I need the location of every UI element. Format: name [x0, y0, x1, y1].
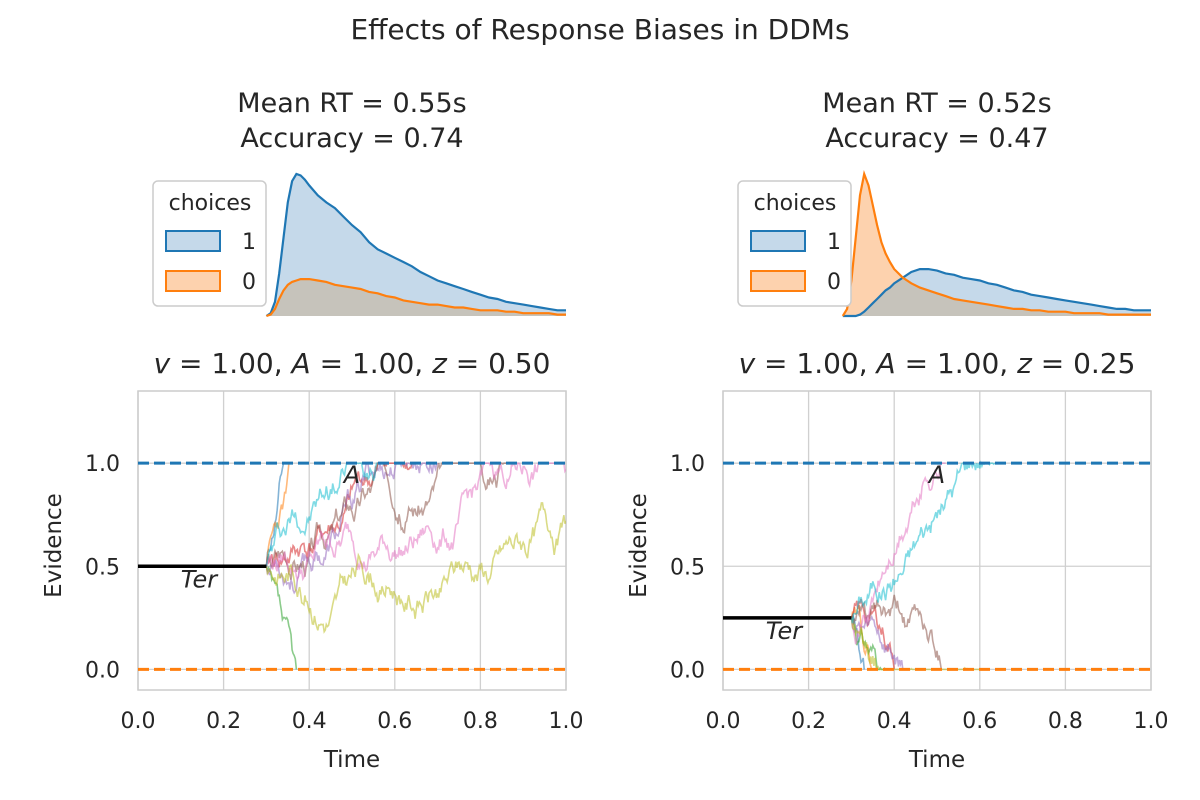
left-stats-accuracy: Accuracy = 0.74: [240, 123, 463, 154]
title-variable: v: [154, 347, 171, 380]
evidence-path: [265, 462, 507, 580]
y-tick-label: 0.0: [670, 658, 705, 683]
figure-title: Effects of Response Biases in DDMs: [350, 13, 849, 46]
legend-swatch-1: [750, 230, 806, 252]
title-text: = 1.00,: [311, 347, 432, 380]
title-variable: A: [875, 347, 896, 380]
y-tick-label: 0.5: [85, 555, 120, 580]
y-tick-label: 1.0: [85, 452, 120, 477]
x-tick-label: 1.0: [1134, 709, 1169, 734]
density-plot-right: [841, 170, 1151, 318]
x-tick-label: 0.4: [292, 709, 327, 734]
evidence-path: [265, 461, 566, 582]
x-tick-label: 0.8: [463, 709, 498, 734]
x-tick-label: 0.2: [791, 709, 826, 734]
axes-frame: [722, 390, 1152, 691]
legend-swatch-1: [165, 230, 221, 252]
evidence-path: [850, 617, 980, 672]
legend-label-1: 1: [827, 230, 841, 255]
evidence-path: [265, 502, 566, 634]
title-variable: z: [431, 347, 448, 380]
ddm-plot-left: v = 1.00, A = 1.00, z = 0.50 0.0 0.2 0.4 0.6…: [41, 347, 584, 773]
legend-title: choices: [754, 191, 837, 216]
y-tick-label: 0.0: [85, 658, 120, 683]
legend-title: choices: [169, 191, 252, 216]
legend-swatch-0: [165, 270, 221, 292]
panel-title: v = 1.00, A = 1.00, z = 0.50: [154, 347, 551, 380]
title-variable: v: [739, 347, 756, 380]
x-axis-label: Time: [323, 747, 380, 773]
title-variable: A: [290, 347, 311, 380]
axes-frame: [137, 390, 567, 691]
title-text: = 0.25: [1032, 347, 1136, 380]
x-tick-label: 0.6: [377, 709, 412, 734]
x-axis-label: Time: [908, 747, 965, 773]
ter-annotation: Ter: [766, 617, 804, 645]
bound-annotation: A: [342, 461, 360, 489]
legend-label-1: 1: [242, 230, 256, 255]
right-stats-accuracy: Accuracy = 0.47: [825, 123, 1048, 154]
left-stats-meanrt: Mean RT = 0.55s: [237, 88, 466, 119]
x-tick-label: 0.0: [706, 709, 741, 734]
legend-left: choices 1 0: [152, 180, 267, 307]
density-area-choice-1: [266, 174, 566, 316]
legend-right: choices 1 0: [737, 180, 852, 307]
ddm-plot-right: v = 1.00, A = 1.00, z = 0.25 0.0 0.2 0.4 0.6…: [626, 347, 1169, 773]
ter-annotation: Ter: [181, 565, 219, 593]
y-axis-label: Evidence: [626, 493, 652, 598]
legend-label-0: 0: [827, 270, 841, 295]
title-text: = 0.50: [447, 347, 551, 380]
density-overlap: [266, 279, 566, 316]
x-tick-label: 0.2: [206, 709, 241, 734]
evidence-path: [850, 462, 946, 645]
density-line-choice-1: [842, 268, 1151, 318]
evidence-path: [265, 461, 439, 595]
evidence-paths: [265, 460, 566, 670]
x-tick-label: 0.8: [1048, 709, 1083, 734]
legend-swatch-0: [750, 270, 806, 292]
density-line-choice-0: [266, 278, 566, 318]
title-variable: z: [1016, 347, 1033, 380]
x-tick-label: 0.0: [121, 709, 156, 734]
right-stats-meanrt: Mean RT = 0.52s: [822, 88, 1051, 119]
title-text: = 1.00,: [755, 347, 876, 380]
panel-title: v = 1.00, A = 1.00, z = 0.25: [739, 347, 1136, 380]
title-text: = 1.00,: [896, 347, 1017, 380]
y-tick-label: 1.0: [670, 452, 705, 477]
x-tick-label: 0.6: [962, 709, 997, 734]
bound-annotation: A: [927, 461, 945, 489]
density-overlap: [842, 277, 1151, 316]
evidence-path: [265, 460, 413, 568]
x-tick-label: 1.0: [549, 709, 584, 734]
density-line-choice-1: [265, 172, 566, 317]
density-line-choice-0: [841, 170, 1151, 317]
evidence-path: [265, 462, 378, 567]
y-axis-label: Evidence: [41, 493, 67, 598]
density-plot-left: [265, 172, 566, 318]
y-tick-label: 0.5: [670, 555, 705, 580]
legend-label-0: 0: [242, 270, 256, 295]
evidence-path: [265, 565, 298, 670]
title-text: = 1.00,: [170, 347, 291, 380]
x-tick-label: 0.4: [877, 709, 912, 734]
